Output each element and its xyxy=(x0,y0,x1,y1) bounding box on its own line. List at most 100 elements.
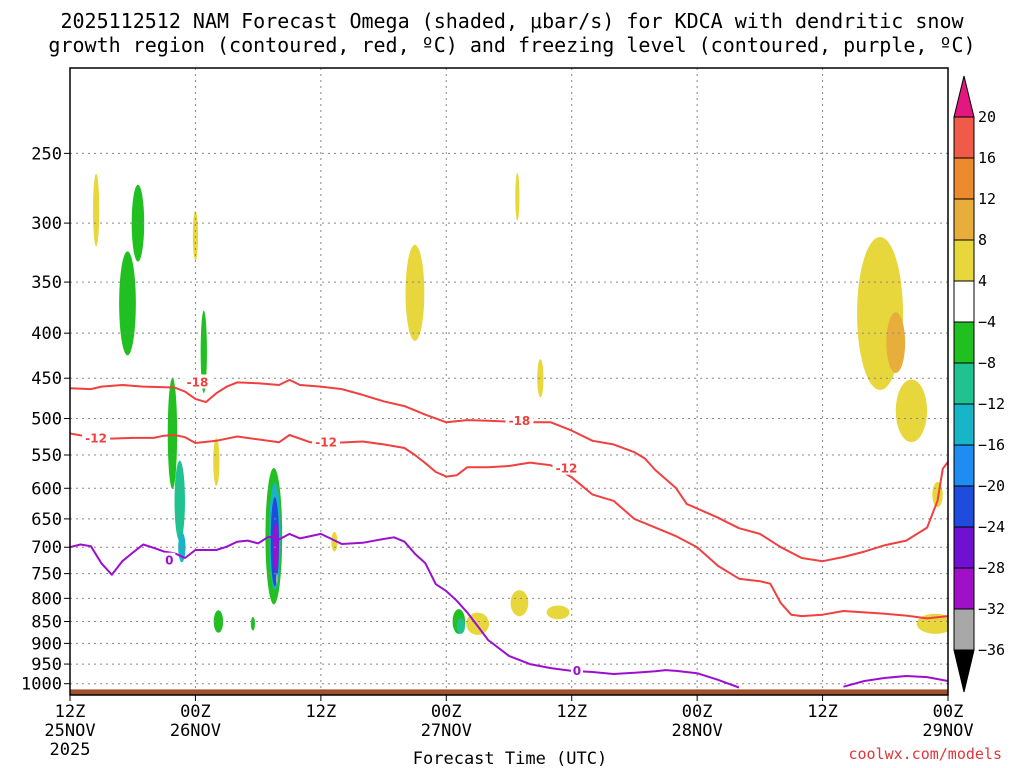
colorbar-label-8: −16 xyxy=(978,436,1005,454)
omega-cell-22 xyxy=(537,359,544,398)
contour-0C-b xyxy=(843,675,948,688)
x-tick-date-1: 26NOV xyxy=(170,721,221,741)
colorbar-bin-3 xyxy=(953,198,975,241)
contour-label-0C-1: 0 xyxy=(573,664,581,678)
y-tick-label-350: 350 xyxy=(31,273,62,293)
colorbar-bin-7 xyxy=(953,362,975,405)
omega-cell-8 xyxy=(213,437,220,486)
omega-cell-19 xyxy=(456,618,466,634)
omega-cell-9 xyxy=(213,610,224,633)
x-tick-date-5: 28NOV xyxy=(672,721,723,741)
y-tick-label-300: 300 xyxy=(31,214,62,234)
colorbar-bin-4 xyxy=(953,239,975,282)
y-tick-label-500: 500 xyxy=(31,410,62,430)
y-tick-label-750: 750 xyxy=(31,565,62,585)
colorbar-bin-12 xyxy=(953,567,975,610)
colorbar-label-13: −36 xyxy=(978,641,1005,659)
y-tick-label-550: 550 xyxy=(31,446,62,466)
colorbar-bin-11 xyxy=(953,526,975,569)
colorbar-label-9: −20 xyxy=(978,477,1005,495)
contour-label--18C-0: -18 xyxy=(187,375,209,389)
contour-label-bg--12C-0 xyxy=(82,430,111,445)
colorbar-bin-13 xyxy=(953,608,975,651)
chart-title-line-2: growth region (contoured, red, ºC) and f… xyxy=(48,33,975,57)
colorbar-label-12: −32 xyxy=(978,600,1005,618)
contour-label--12C-2: -12 xyxy=(556,462,578,476)
omega-cell-26 xyxy=(886,312,906,373)
omega-cell-10 xyxy=(250,617,256,631)
omega-cell-23 xyxy=(510,590,529,617)
y-tick-label-650: 650 xyxy=(31,510,62,530)
contour-label-0C-0: 0 xyxy=(165,554,173,568)
x-tick-year-0: 2025 xyxy=(50,740,91,760)
colorbar-bin-8 xyxy=(953,403,975,446)
colorbar-bin-9 xyxy=(953,444,975,487)
omega-cell-7 xyxy=(200,310,207,393)
y-tick-label-950: 950 xyxy=(31,655,62,675)
omega-cell-3 xyxy=(167,377,178,490)
omega-cell-0 xyxy=(92,173,100,247)
omega-cell-27 xyxy=(895,379,928,443)
contour-label-bg--18C-0 xyxy=(183,374,212,389)
x-tick-label-6: 12Z xyxy=(807,702,838,722)
colorbar-label-6: −8 xyxy=(978,354,996,372)
contour-label-bg--18C-1 xyxy=(505,412,534,427)
y-tick-label-700: 700 xyxy=(31,538,62,558)
colorbar-label-10: −24 xyxy=(978,518,1005,536)
colorbar-label-3: 8 xyxy=(978,231,987,249)
y-tick-label-250: 250 xyxy=(31,144,62,164)
y-tick-label-900: 900 xyxy=(31,634,62,654)
omega-cell-16 xyxy=(331,532,338,552)
contour-label--12C-1: -12 xyxy=(315,435,337,449)
y-tick-label-400: 400 xyxy=(31,324,62,344)
x-tick-label-1: 00Z xyxy=(180,702,211,722)
colorbar: 20 16 12 8 4 −4 −8 −12 −16 −20 −24 −28 −32 −36 xyxy=(953,75,1005,693)
colorbar-bottom-arrow xyxy=(953,649,975,693)
contour-label--18C-1: -18 xyxy=(509,414,531,428)
x-tick-date-7: 29NOV xyxy=(922,721,973,741)
x-tick-label-3: 00Z xyxy=(431,702,462,722)
omega-cell-15 xyxy=(275,573,279,585)
y-tick-label-850: 850 xyxy=(31,613,62,633)
contour-label-bg-0C-1 xyxy=(570,662,583,677)
omega-cell-1 xyxy=(119,251,136,356)
y-tick-label-450: 450 xyxy=(31,369,62,389)
omega-cell-24 xyxy=(546,605,570,620)
y-tick-label-800: 800 xyxy=(31,589,62,609)
colorbar-bin-10 xyxy=(953,485,975,528)
colorbar-bin-1 xyxy=(953,116,975,159)
colorbar-top-arrow xyxy=(953,75,975,118)
plot-area: -18 -18 -12 -12 -12 0 0 xyxy=(69,67,949,696)
x-axis-title: Forecast Time (UTC) xyxy=(413,749,607,768)
omega-cell-4 xyxy=(174,460,185,542)
y-axis-labels: 2503003504004505005506006507007508008509… xyxy=(21,144,70,695)
contour-label-bg--12C-2 xyxy=(552,460,581,475)
colorbar-bin-2 xyxy=(953,157,975,200)
colorbar-label-1: 16 xyxy=(978,149,996,167)
colorbar-bin-5 xyxy=(953,280,975,323)
x-tick-label-0: 12Z xyxy=(55,702,86,722)
credit-text: coolwx.com/models xyxy=(848,745,1002,763)
ground-surface xyxy=(70,689,948,695)
contour-label--12C-0: -12 xyxy=(85,432,107,446)
chart-title-line-1: 2025112512 NAM Forecast Omega (shaded, μ… xyxy=(60,9,964,33)
colorbar-label-2: 12 xyxy=(978,190,996,208)
y-tick-label-1000: 1000 xyxy=(21,675,62,695)
ground-layer xyxy=(70,689,948,695)
contour-labels: -18 -18 -12 -12 -12 0 0 xyxy=(82,374,583,678)
colorbar-label-7: −12 xyxy=(978,395,1005,413)
contour-0C xyxy=(70,532,740,689)
contour--12C xyxy=(70,432,948,620)
x-tick-label-7: 00Z xyxy=(933,702,964,722)
omega-cell-17 xyxy=(405,244,425,341)
contour-lines xyxy=(70,378,948,689)
x-tick-label-4: 12Z xyxy=(556,702,587,722)
x-tick-label-5: 00Z xyxy=(682,702,713,722)
colorbar-label-11: −28 xyxy=(978,559,1005,577)
contour-label-bg--12C-1 xyxy=(312,434,341,449)
colorbar-label-5: −4 xyxy=(978,313,996,331)
plot-frame xyxy=(69,67,949,696)
contour--18C xyxy=(70,378,948,563)
contour-label-bg-0C-0 xyxy=(163,552,176,567)
